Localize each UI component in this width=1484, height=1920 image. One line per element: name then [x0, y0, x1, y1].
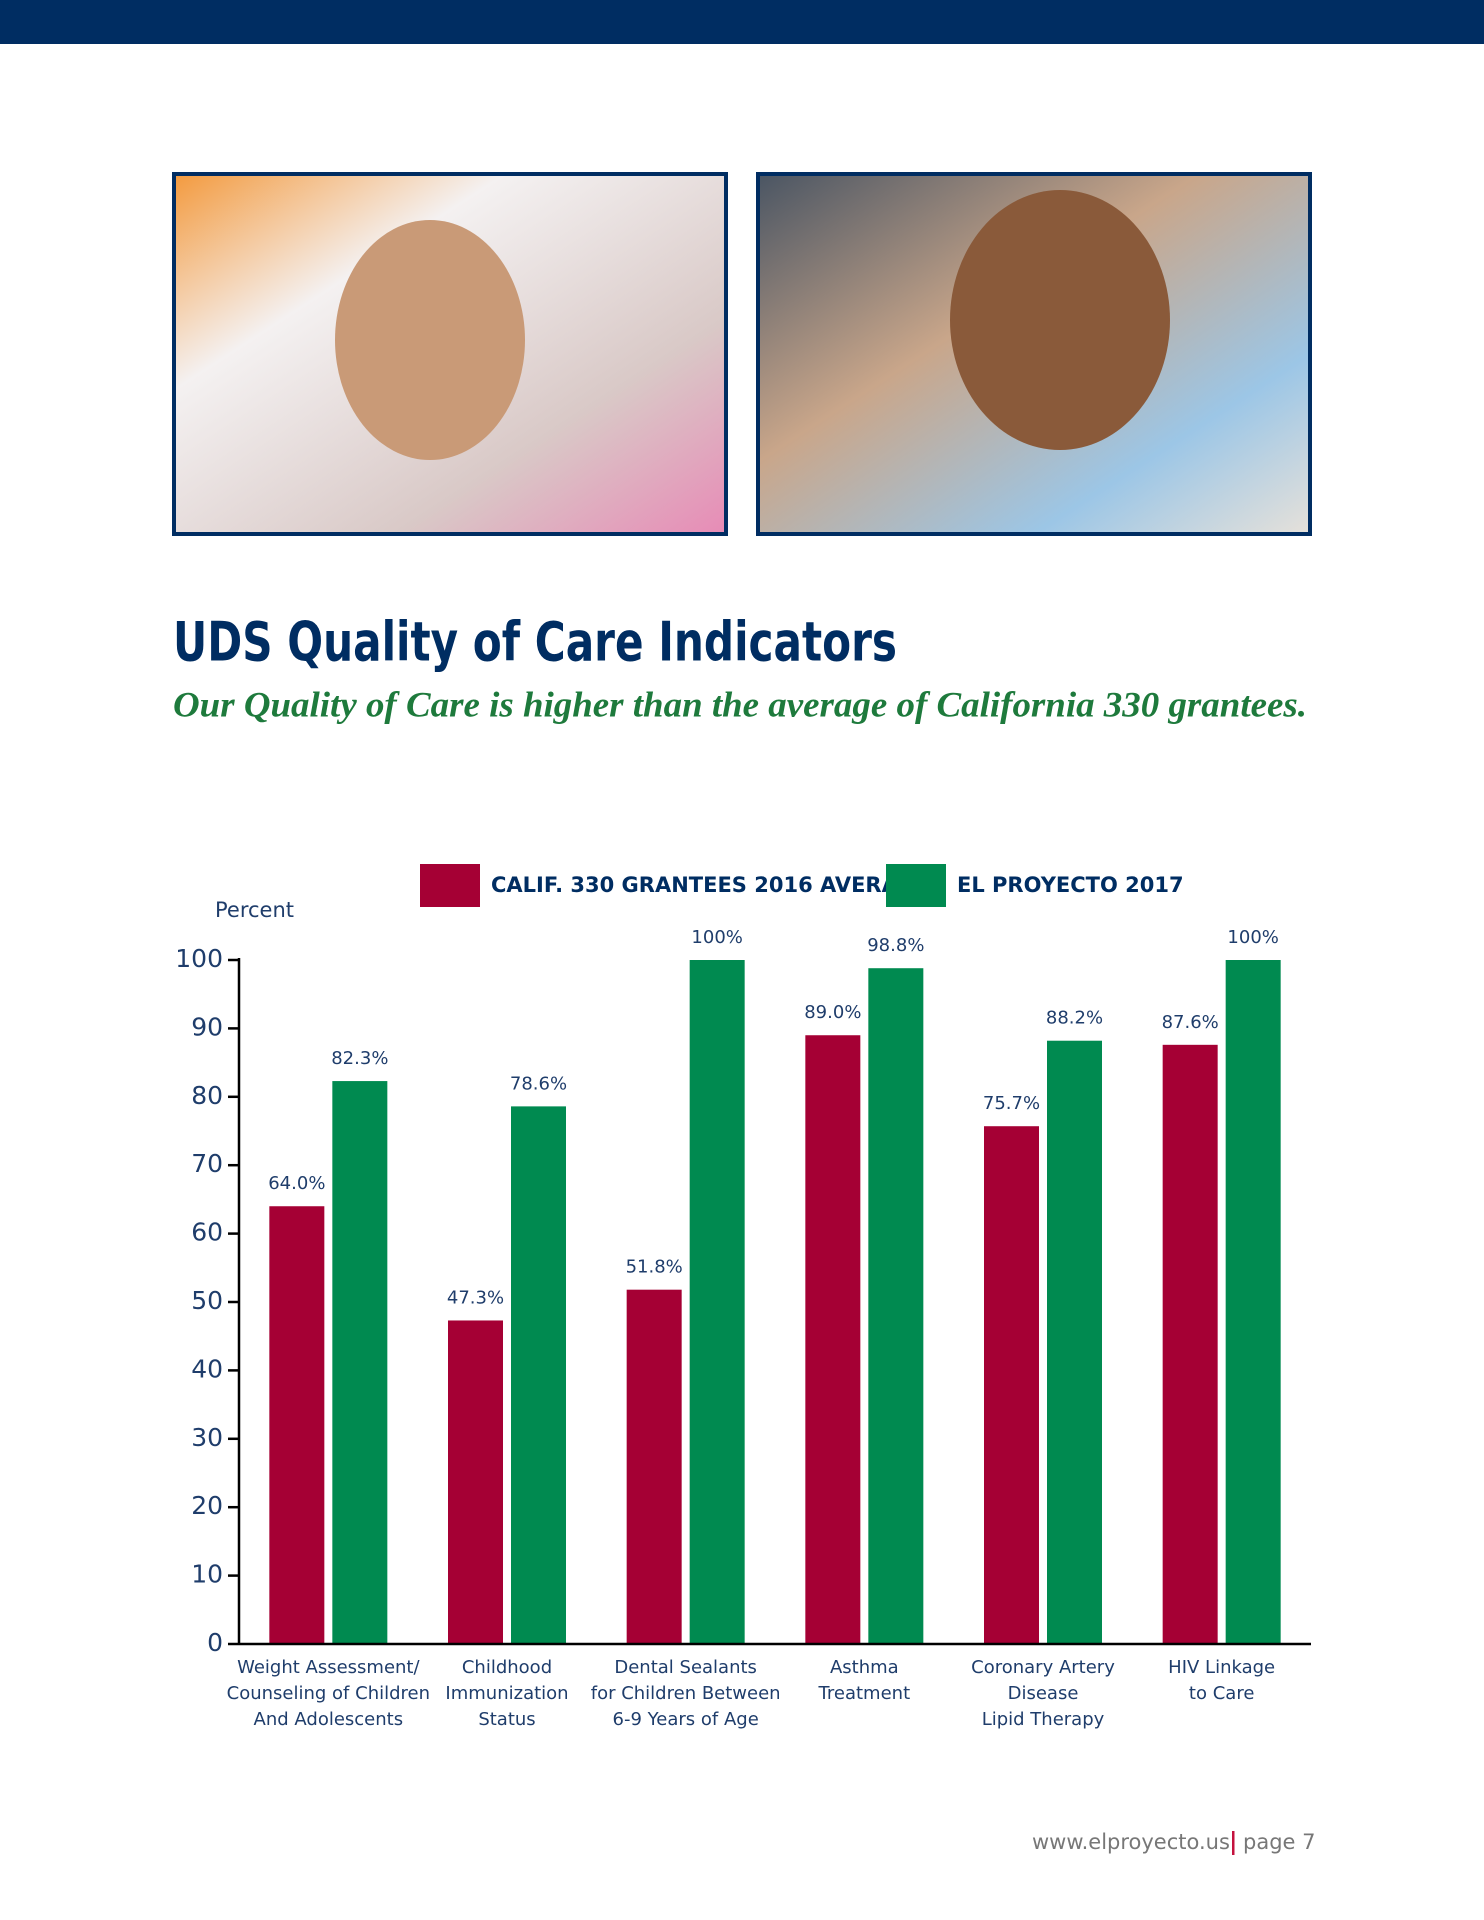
- top-bar: [0, 0, 1484, 44]
- x-tick-label: Disease: [1008, 1683, 1079, 1704]
- x-tick-label: Counseling of Children: [227, 1683, 430, 1704]
- bar: [626, 1289, 682, 1644]
- y-tick-label: 30: [191, 1423, 223, 1452]
- photo-figure: [950, 190, 1170, 450]
- value-label: 64.0%: [268, 1173, 325, 1194]
- value-label: 98.8%: [867, 935, 924, 956]
- value-label: 88.2%: [1046, 1008, 1103, 1029]
- x-tick-label: Treatment: [818, 1683, 911, 1704]
- y-tick-label: 50: [191, 1286, 223, 1315]
- x-tick-label: HIV Linkage: [1168, 1657, 1275, 1678]
- value-label: 100%: [1227, 927, 1278, 948]
- bar: [448, 1320, 503, 1644]
- y-tick-label: 0: [207, 1628, 223, 1657]
- x-tick-label: Weight Assessment/: [237, 1657, 420, 1678]
- legend-label: EL PROYECTO 2017: [957, 873, 1184, 897]
- legend-swatch: [886, 864, 946, 907]
- y-tick-label: 90: [191, 1012, 223, 1041]
- bar: [332, 1081, 388, 1644]
- bar: [984, 1126, 1039, 1644]
- footer-page: page 7: [1243, 1830, 1316, 1854]
- y-axis-label: Percent: [215, 898, 294, 922]
- value-label: 87.6%: [1162, 1012, 1219, 1033]
- x-tick-label: Status: [478, 1709, 535, 1730]
- y-tick-label: 40: [191, 1354, 223, 1383]
- x-tick-label: Childhood: [462, 1657, 552, 1678]
- y-tick-label: 20: [191, 1491, 223, 1520]
- title: UDS Quality of Care Indicators: [173, 611, 897, 674]
- y-tick-label: 60: [191, 1218, 223, 1247]
- x-tick-label: Lipid Therapy: [982, 1709, 1105, 1730]
- value-label: 75.7%: [983, 1093, 1040, 1114]
- legend-swatch: [420, 864, 480, 907]
- x-tick-label: Immunization: [445, 1683, 568, 1704]
- bar: [1047, 1040, 1102, 1644]
- bar: [511, 1106, 566, 1644]
- footer-url: www.elproyecto.us: [1032, 1830, 1230, 1854]
- footer-separator: [1232, 1831, 1235, 1855]
- photo-figure: [335, 220, 525, 460]
- x-tick-label: for Children Between: [591, 1683, 781, 1704]
- x-tick-label: And Adolescents: [254, 1709, 404, 1730]
- value-label: 78.6%: [510, 1073, 567, 1094]
- value-label: 82.3%: [331, 1048, 388, 1069]
- bar: [1225, 960, 1281, 1644]
- bar: [689, 960, 745, 1644]
- value-label: 47.3%: [447, 1287, 504, 1308]
- value-label: 100%: [691, 927, 742, 948]
- legend-label: CALIF. 330 GRANTEES 2016 AVERAGE: [491, 873, 929, 897]
- bar: [1162, 1044, 1218, 1644]
- x-tick-label: Dental Sealants: [614, 1657, 757, 1678]
- bar: [868, 968, 924, 1644]
- bar: [805, 1035, 861, 1644]
- y-tick-label: 100: [175, 944, 223, 973]
- y-tick-label: 70: [191, 1149, 223, 1178]
- x-tick-label: Asthma: [830, 1657, 899, 1678]
- subtitle: Our Quality of Care is higher than the a…: [173, 684, 1307, 724]
- bar: [269, 1206, 325, 1644]
- x-tick-label: 6-9 Years of Age: [613, 1709, 759, 1730]
- y-tick-label: 10: [191, 1560, 223, 1589]
- value-label: 51.8%: [626, 1257, 683, 1278]
- y-tick-label: 80: [191, 1081, 223, 1110]
- x-tick-label: Coronary Artery: [971, 1657, 1115, 1678]
- x-tick-label: to Care: [1189, 1683, 1254, 1704]
- value-label: 89.0%: [804, 1002, 861, 1023]
